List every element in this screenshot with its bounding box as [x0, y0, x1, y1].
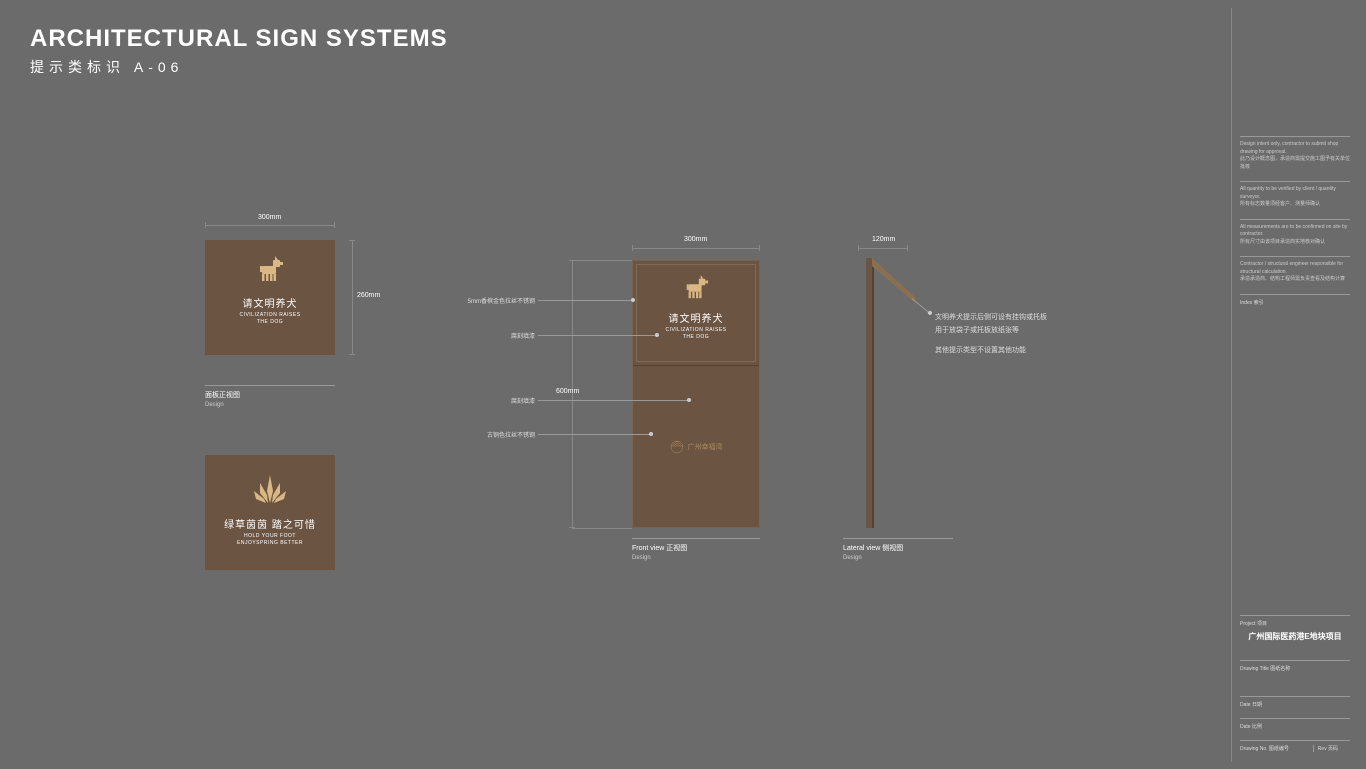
note: Contractor / structural engineer respons…	[1240, 261, 1350, 276]
caption-main: 面板正视图	[205, 390, 335, 400]
side-bottom: Project 项目 广州国际医药港E地块项目 Drawing Title 图纸…	[1240, 615, 1350, 762]
dog-icon	[253, 256, 287, 284]
note: All quantity to be verified by client / …	[1240, 186, 1350, 201]
note-line: 用于放袋子或托板放纸张等	[935, 325, 1047, 338]
dim-line	[205, 225, 335, 226]
dim-label: 300mm	[684, 236, 707, 243]
callout-label: 古铜色拉丝不锈钢	[445, 430, 535, 439]
callout-label: 腐刻填漆	[445, 331, 535, 340]
logo-icon	[670, 440, 684, 454]
dim-line	[858, 248, 908, 249]
logo: 广州幸福湾	[670, 440, 723, 454]
leaf-icon	[250, 473, 290, 507]
note-line: 其他提示类型不设置其他功能	[935, 345, 1047, 358]
main-title: ARCHITECTURAL SIGN SYSTEMS	[30, 25, 448, 53]
dim-line	[352, 240, 353, 355]
callout-line	[538, 300, 632, 301]
note: All measurements are to be confirmed on …	[1240, 224, 1350, 239]
caption-main: Lateral view 侧视图	[843, 543, 953, 553]
date-label: Date 日期	[1240, 701, 1350, 708]
callout-line	[538, 400, 688, 401]
note: 此乃设计概念图，承造商需提交施工图予有关单位批核	[1240, 156, 1350, 171]
callout-label: 5mm香槟金色拉丝不锈钢	[445, 296, 535, 305]
dim-label: 300mm	[258, 214, 281, 221]
index-label: Index 索引	[1240, 299, 1350, 306]
sign-cn-text: 请文明养犬	[205, 295, 335, 310]
dim-label: 120mm	[872, 236, 895, 243]
callout-line	[538, 335, 656, 336]
lateral-notes: 文明养犬提示后侧可设有挂钩或托板 用于放袋子或托板放纸张等 其他提示类型不设置其…	[935, 312, 1047, 358]
logo-text: 广州幸福湾	[688, 442, 723, 452]
sign-en-text: ENJOYSPRING BETTER	[205, 540, 335, 547]
sign-panel-b: 绿草茵茵 踏之可惜 HOLD YOUR FOOT ENJOYSPRING BET…	[205, 455, 335, 570]
dim-line	[632, 248, 760, 249]
project-value: 广州国际医药港E地块项目	[1240, 631, 1350, 642]
project-label: Project 项目	[1240, 620, 1350, 627]
leader-line	[572, 528, 632, 529]
callout-label: 腐刻填漆	[445, 396, 535, 405]
caption-front: Front view 正视图 Design	[632, 538, 760, 561]
sign-cn-text: 请文明养犬	[633, 310, 759, 325]
side-panel: Design intent only, contractor to submit…	[1240, 8, 1350, 762]
caption-sub: Design	[843, 555, 953, 561]
dim-label: 600mm	[556, 388, 579, 395]
side-divider	[1231, 8, 1232, 762]
callout-line	[538, 434, 650, 435]
scale-label: Date 比例	[1240, 723, 1350, 730]
caption-sub: Design	[205, 402, 335, 408]
title-block: ARCHITECTURAL SIGN SYSTEMS 提示类标识 A-06	[30, 25, 448, 77]
caption-sub: Design	[632, 555, 760, 561]
drawing-title-label: Drawing Title 图纸名称	[1240, 665, 1350, 672]
rev-label: Rev 页码	[1313, 745, 1350, 752]
lateral-shape	[858, 258, 918, 530]
sub-title: 提示类标识 A-06	[30, 57, 448, 77]
sign-panel-a: 请文明养犬 CIVILIZATION RAISES THE DOG	[205, 240, 335, 355]
sign-cn-text: 绿草茵茵 踏之可惜	[205, 516, 335, 531]
caption-main: Front view 正视图	[632, 543, 760, 553]
dog-icon	[680, 275, 712, 301]
caption-a: 面板正视图 Design	[205, 385, 335, 408]
dim-label: 260mm	[357, 292, 380, 299]
sign-en-text: THE DOG	[205, 319, 335, 326]
note: 所有标志数量须经客户、测量师确认	[1240, 201, 1350, 209]
note: Design intent only, contractor to submit…	[1240, 141, 1350, 156]
drawing-no-label: Drawing No. 图纸编号	[1240, 745, 1305, 752]
sign-front: 请文明养犬 CIVILIZATION RAISES THE DOG 广州幸福湾	[632, 260, 760, 528]
note: 承造承造商、结构工程师需负责查看及结构计算	[1240, 276, 1350, 284]
leader-line	[572, 260, 632, 261]
caption-lateral: Lateral view 侧视图 Design	[843, 538, 953, 561]
note-line: 文明养犬提示后侧可设有挂钩或托板	[935, 312, 1047, 325]
side-notes: Design intent only, contractor to submit…	[1240, 136, 1350, 175]
note: 所有尺寸由该项目承造商实地核对确认	[1240, 239, 1350, 247]
